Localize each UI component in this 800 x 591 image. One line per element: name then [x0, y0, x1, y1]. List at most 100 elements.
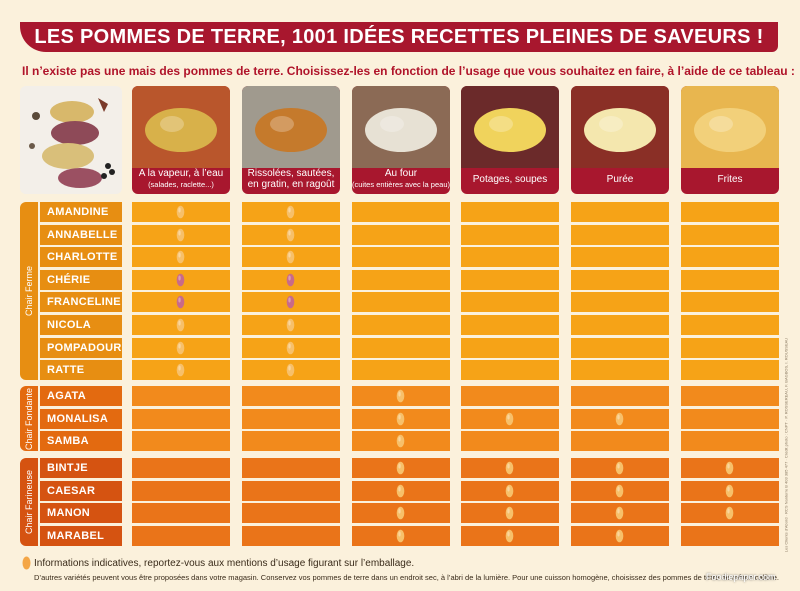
column-label: Frites	[717, 173, 743, 185]
table-cell	[352, 269, 450, 290]
potato-icon	[286, 228, 295, 241]
column-header-1: Rissolées, sautées, en gratin, en ragoût	[242, 86, 340, 194]
table-cell	[461, 224, 559, 245]
group-label-text: Chair Farineuse	[24, 469, 34, 534]
table-cell	[132, 292, 230, 313]
column-caption: Au four (cuites entières avec la peau)	[352, 164, 450, 194]
potatoes-photo	[20, 86, 122, 194]
potato-icon	[396, 529, 405, 543]
potato-icon	[286, 318, 295, 332]
table-cell	[132, 269, 230, 290]
table-cell	[242, 480, 340, 501]
potato-icon	[396, 434, 405, 448]
variety-name: MANON	[40, 503, 122, 524]
table-cell	[571, 458, 669, 478]
column-caption: A la vapeur, à l’eau (salades, raclette..…	[132, 164, 230, 194]
table-cell	[352, 386, 450, 406]
table-cell	[681, 315, 779, 335]
table-cell	[242, 386, 340, 406]
table-cell	[132, 202, 230, 222]
table-cell	[242, 360, 340, 381]
side-credit-text: Les Clients d’Abord · RCS Nanterre B 403…	[783, 337, 789, 553]
footer-note: Informations indicatives, reportez-vous …	[34, 558, 415, 569]
table-cell	[571, 408, 669, 429]
table-cell	[132, 431, 230, 452]
table-cell	[352, 247, 450, 268]
table-cell	[571, 292, 669, 313]
potato-icon	[396, 506, 405, 520]
table-cell	[242, 202, 340, 222]
column-label: Au four	[384, 168, 418, 179]
variety-name: MARABEL	[40, 525, 122, 546]
table-cell	[132, 408, 230, 429]
column-header-5: Frites	[681, 86, 779, 194]
table-cell	[242, 224, 340, 245]
table-cell	[681, 431, 779, 452]
table-cell	[132, 458, 230, 478]
potato-icon	[286, 341, 295, 354]
table-cell	[681, 292, 779, 313]
table-cell	[352, 202, 450, 222]
variety-name: AMANDINE	[40, 202, 122, 222]
table-cell	[132, 247, 230, 268]
potato-icon	[176, 318, 185, 332]
column-caption: Purée	[571, 164, 669, 194]
variety-name: MONALISA	[40, 408, 122, 429]
potato-icon	[22, 556, 31, 570]
table-cell	[132, 480, 230, 501]
column-caption: Rissolées, sautées, en gratin, en ragoût	[242, 164, 340, 194]
column-caption: Potages, soupes	[461, 164, 559, 194]
variety-name: CHÉRIE	[40, 269, 122, 290]
table-cell	[681, 480, 779, 501]
dish-photo	[681, 86, 779, 168]
table-cell	[242, 458, 340, 478]
table-cell	[571, 386, 669, 406]
table-cell	[352, 224, 450, 245]
table-cell	[242, 315, 340, 335]
table-cell	[242, 408, 340, 429]
table-cell	[461, 503, 559, 524]
table-cell	[571, 337, 669, 358]
variety-name: POMPADOUR	[40, 337, 122, 358]
table-cell	[571, 269, 669, 290]
potato-icon	[286, 250, 295, 264]
variety-name: FRANCELINE	[40, 292, 122, 313]
column-header-4: Purée	[571, 86, 669, 194]
potato-icon	[505, 461, 514, 475]
table-cell	[132, 337, 230, 358]
page-title: LES POMMES DE TERRE, 1001 IDÉES RECETTES…	[20, 22, 778, 52]
column-header-0: A la vapeur, à l’eau (salades, raclette..…	[132, 86, 230, 194]
table-cell	[461, 360, 559, 381]
page-subtitle: Il n’existe pas une mais des pommes de t…	[22, 64, 795, 78]
table-cell	[461, 292, 559, 313]
potato-icon	[286, 273, 295, 287]
table-cell	[242, 269, 340, 290]
column-label: Potages, soupes	[472, 173, 548, 185]
potato-icon	[176, 296, 185, 309]
potato-icon	[396, 389, 405, 403]
table-cell	[352, 408, 450, 429]
potato-icon	[286, 205, 295, 219]
column-label: Purée	[606, 173, 634, 185]
potato-icon	[176, 341, 185, 354]
group-label: Chair Fondante	[20, 386, 38, 452]
potato-icon	[505, 412, 514, 425]
table-cell	[352, 431, 450, 452]
table-cell	[352, 360, 450, 381]
table-cell	[461, 315, 559, 335]
potato-icon	[615, 529, 624, 543]
variety-name: BINTJE	[40, 458, 122, 478]
table-cell	[461, 525, 559, 546]
potato-icon	[505, 529, 514, 543]
potato-icon	[615, 506, 624, 520]
table-cell	[681, 386, 779, 406]
potato-icon	[286, 363, 295, 377]
table-cell	[571, 247, 669, 268]
group-label-text: Chair Fondante	[24, 387, 34, 450]
group-label-text: Chair Ferme	[24, 266, 34, 317]
dish-photo	[352, 86, 450, 168]
column-sublabel: (cuites entières avec la peau)	[352, 180, 450, 189]
column-header-2: Au four (cuites entières avec la peau)	[352, 86, 450, 194]
potato-icon	[176, 363, 185, 377]
table-cell	[571, 480, 669, 501]
